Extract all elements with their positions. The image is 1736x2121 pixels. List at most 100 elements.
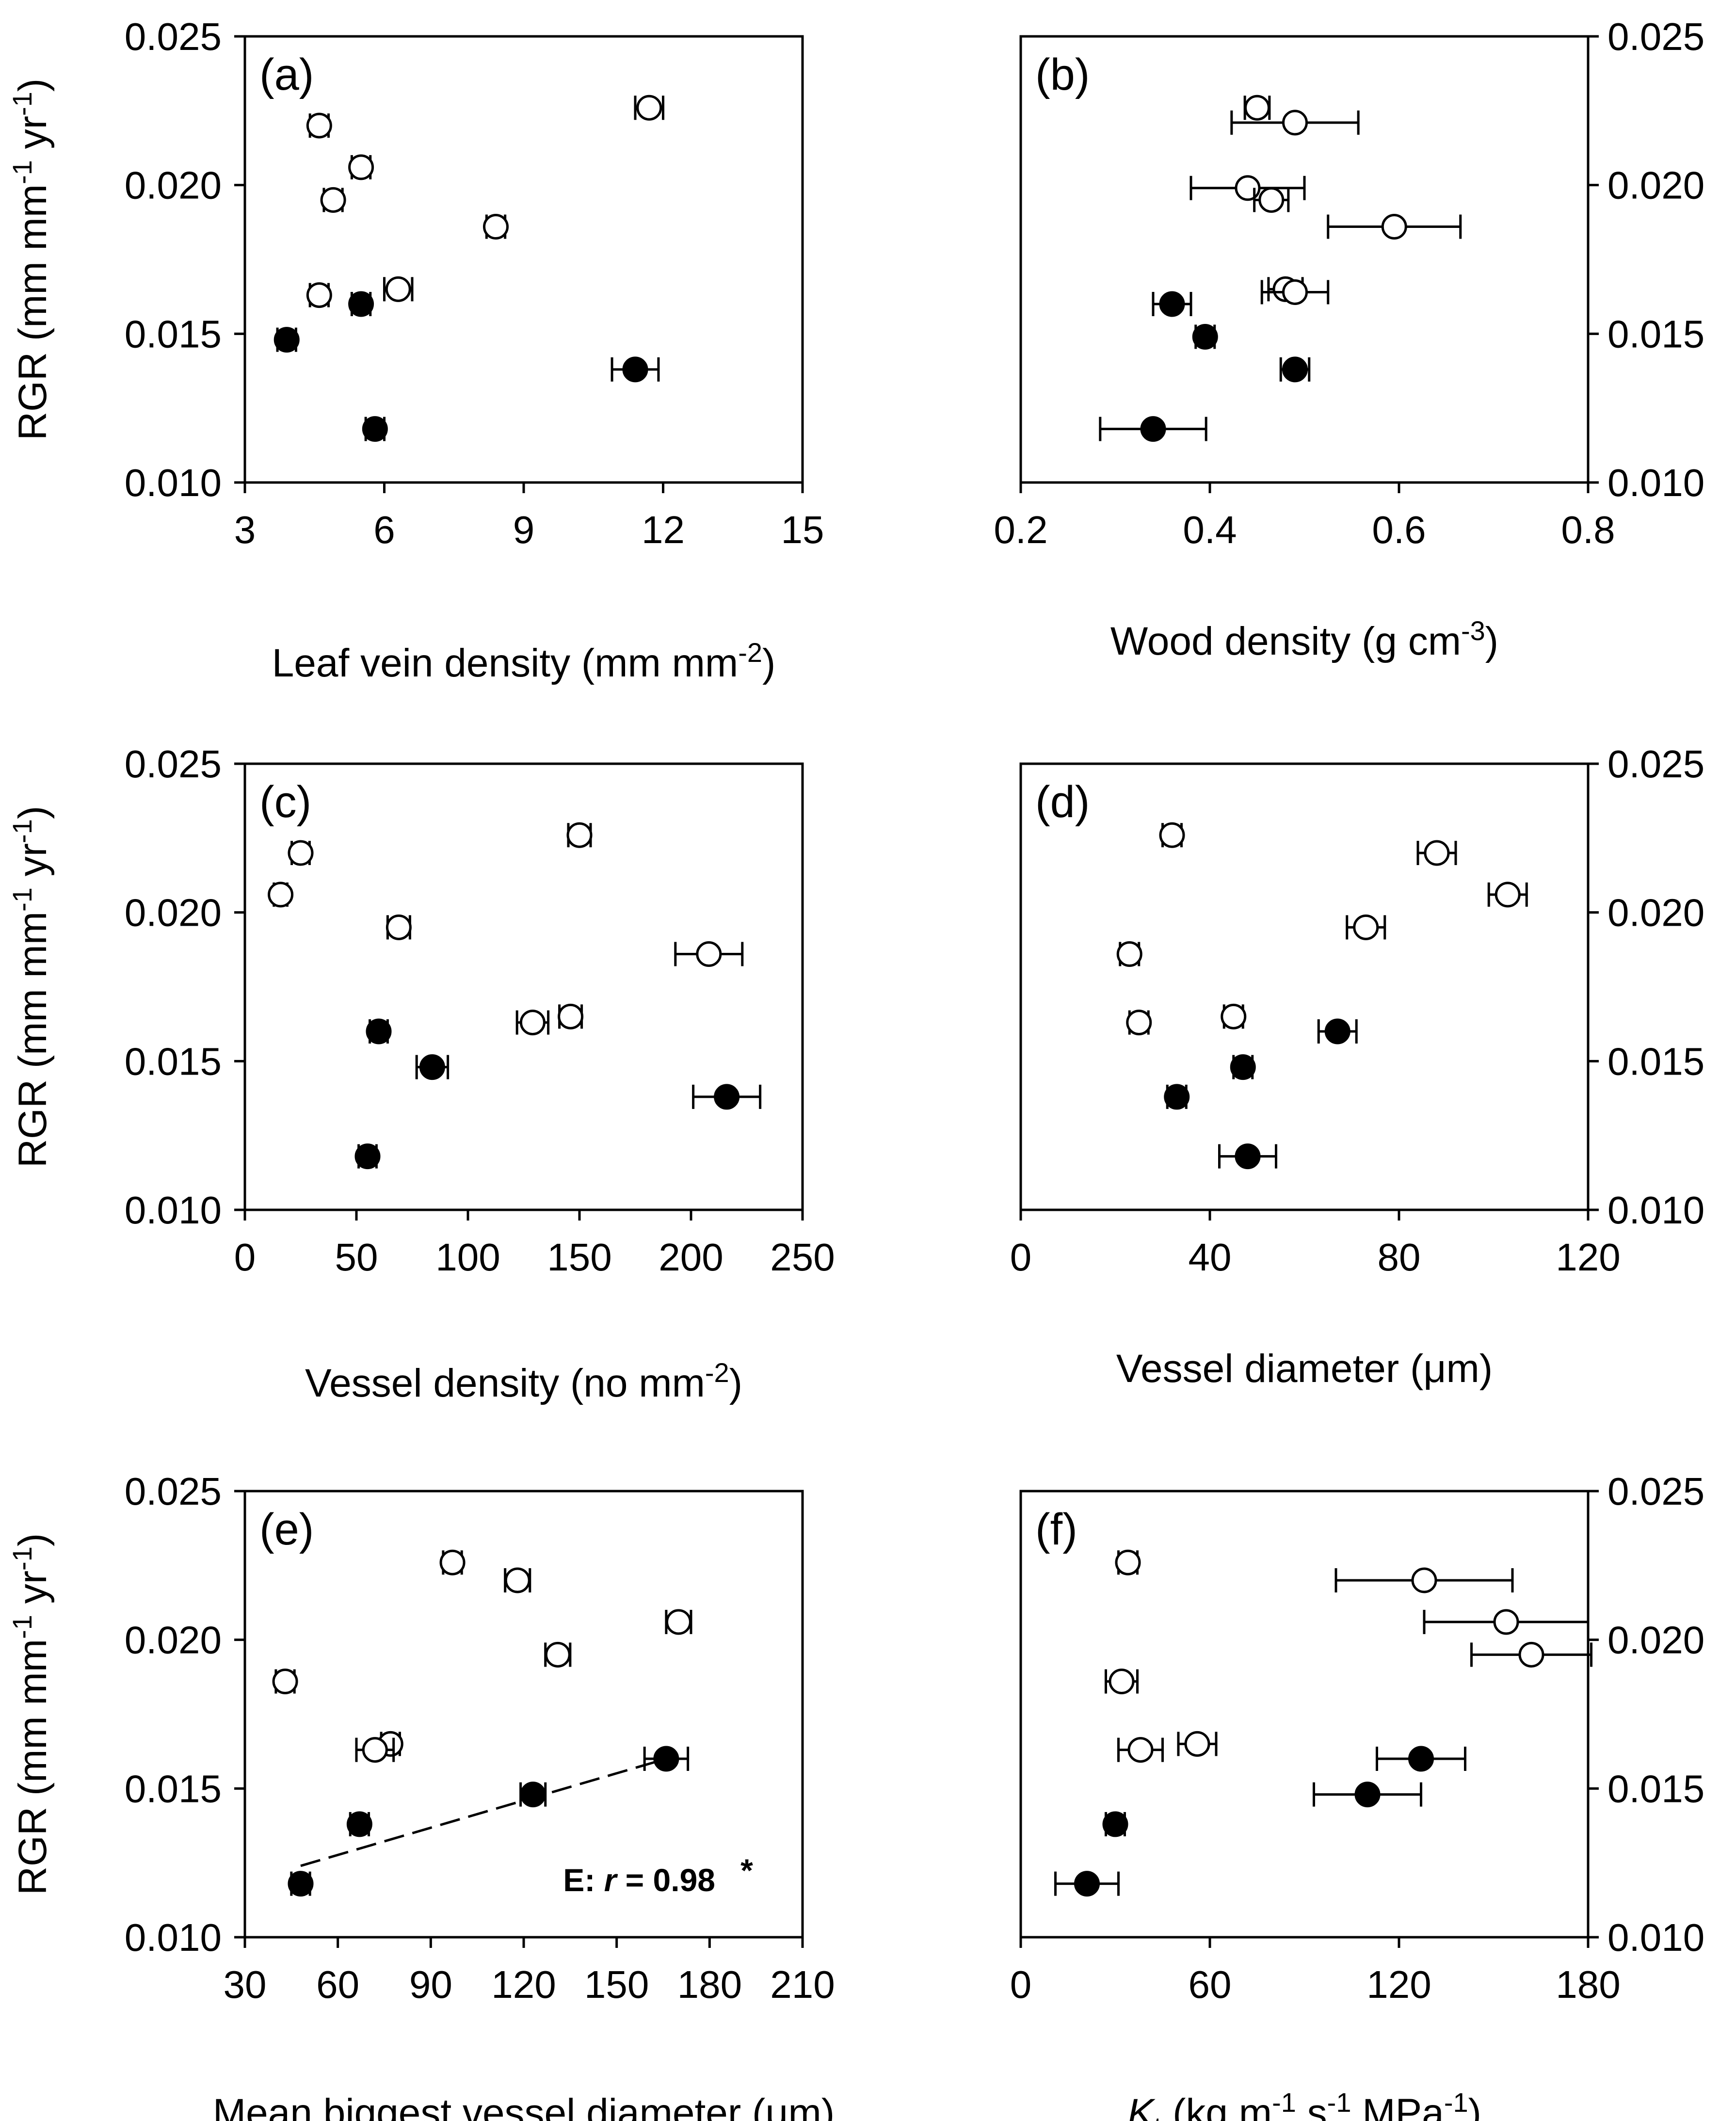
correlation-annotation: E: r = 0.98 xyxy=(563,1862,715,1898)
filled-point xyxy=(1408,1746,1434,1772)
filled-point xyxy=(1324,1018,1350,1044)
open-point xyxy=(1184,1731,1210,1757)
filled-point xyxy=(1164,1084,1190,1110)
x-tick-label: 150 xyxy=(547,1236,611,1279)
open-point xyxy=(306,112,332,139)
open-point xyxy=(1235,175,1261,201)
x-axis-label: Wood density (g cm-3) xyxy=(1110,615,1498,663)
filled-point xyxy=(1235,1143,1261,1170)
x-tick-label: 250 xyxy=(770,1236,835,1279)
filled-point xyxy=(346,1811,372,1837)
y-tick-label: 0.015 xyxy=(1607,1040,1704,1083)
panel-label: (c) xyxy=(259,777,311,827)
x-tick-label: 3 xyxy=(234,508,256,551)
y-tick-label: 0.010 xyxy=(1607,1189,1704,1232)
x-tick-label: 0.4 xyxy=(1183,508,1237,551)
open-point xyxy=(1127,1737,1154,1763)
panel-label: (d) xyxy=(1035,777,1090,827)
open-point xyxy=(1116,941,1142,967)
y-tick-label: 0.020 xyxy=(1607,164,1704,207)
trend-line xyxy=(300,1757,667,1867)
panel-5: 30 60 90 120 150 180 210 0.010 0.015 0.020 0.025 (e… xyxy=(7,1470,835,2121)
open-point xyxy=(566,822,593,848)
filled-point xyxy=(622,356,648,383)
x-tick-label: 60 xyxy=(316,1963,359,2006)
plot-frame xyxy=(243,762,804,1211)
filled-point xyxy=(1192,323,1218,350)
y-tick-label: 0.015 xyxy=(125,1040,222,1083)
filled-point xyxy=(1230,1054,1256,1080)
x-tick-label: 120 xyxy=(491,1963,556,2006)
x-axis-label: Vessel diameter (μm) xyxy=(1116,1347,1493,1391)
filled-point xyxy=(1282,356,1308,383)
y-tick-label: 0.015 xyxy=(1607,1767,1704,1810)
open-point xyxy=(1159,822,1185,848)
filled-point xyxy=(1102,1811,1128,1837)
x-tick-label: 0.2 xyxy=(994,508,1047,551)
filled-point xyxy=(653,1746,679,1772)
plot-frame xyxy=(1019,35,1590,484)
x-tick-label: 0.6 xyxy=(1372,508,1426,551)
y-tick-label: 0.020 xyxy=(125,891,222,934)
panel-label: (a) xyxy=(259,50,314,99)
open-point xyxy=(1126,1010,1152,1036)
open-point xyxy=(386,914,412,940)
filled-point xyxy=(354,1143,381,1170)
filled-point xyxy=(419,1054,445,1080)
y-axis-label: RGR (mm mm-1 yr-1) xyxy=(7,806,55,1168)
plot-frame xyxy=(1019,1490,1590,1939)
y-axis-label: RGR (mm mm-1 yr-1) xyxy=(7,79,55,440)
panel-label: (b) xyxy=(1035,50,1090,99)
open-point xyxy=(1493,1609,1519,1635)
y-tick-label: 0.015 xyxy=(125,1767,222,1810)
y-tick-label: 0.025 xyxy=(1607,1470,1704,1513)
panel-label: (e) xyxy=(259,1505,314,1554)
filled-point xyxy=(714,1084,740,1110)
x-tick-label: 12 xyxy=(642,508,685,551)
open-point xyxy=(272,1669,298,1695)
open-point xyxy=(439,1549,466,1575)
y-tick-label: 0.020 xyxy=(125,164,222,207)
y-tick-label: 0.025 xyxy=(125,15,222,58)
filled-point xyxy=(1354,1782,1381,1808)
open-point xyxy=(348,154,374,180)
x-tick-label: 0 xyxy=(1010,1963,1032,2006)
plot-frame xyxy=(1019,762,1590,1211)
open-point xyxy=(385,276,411,302)
y-tick-label: 0.025 xyxy=(1607,742,1704,786)
x-tick-label: 15 xyxy=(781,508,824,551)
open-point xyxy=(1244,95,1270,121)
open-point xyxy=(1495,882,1521,908)
open-point xyxy=(519,1010,546,1036)
open-point xyxy=(545,1641,571,1668)
y-tick-label: 0.025 xyxy=(1607,15,1704,58)
open-point xyxy=(504,1567,530,1593)
open-point xyxy=(1381,214,1407,240)
filled-point xyxy=(366,1018,392,1044)
filled-point xyxy=(362,416,388,442)
x-axis-label: Mean biggest vessel diameter (μm) xyxy=(213,2091,835,2121)
filled-point xyxy=(288,1871,314,1897)
open-point xyxy=(1518,1641,1544,1668)
panel-2: 0.2 0.4 0.6 0.80.010 0.015 0.020 0.025 (b) Wood … xyxy=(994,15,1704,663)
open-point xyxy=(306,282,332,308)
plot-frame xyxy=(243,35,804,484)
open-point xyxy=(288,840,314,866)
x-tick-label: 120 xyxy=(1366,1963,1431,2006)
y-tick-label: 0.010 xyxy=(125,1189,222,1232)
open-point xyxy=(636,95,662,121)
x-tick-label: 180 xyxy=(1556,1963,1620,2006)
filled-point xyxy=(1074,1871,1100,1897)
y-axis-label: RGR (mm mm-1 yr-1) xyxy=(7,1533,55,1895)
y-tick-label: 0.010 xyxy=(125,1916,222,1959)
open-point xyxy=(1115,1549,1141,1575)
y-tick-label: 0.015 xyxy=(125,312,222,355)
panel-1: 3 6 9 12 15 0.010 0.015 0.020 0.025 (a) RGR (mm mm… xyxy=(7,15,824,685)
y-tick-label: 0.025 xyxy=(125,742,222,786)
open-point xyxy=(1353,914,1379,940)
y-tick-label: 0.010 xyxy=(1607,461,1704,504)
x-tick-label: 90 xyxy=(409,1963,452,2006)
